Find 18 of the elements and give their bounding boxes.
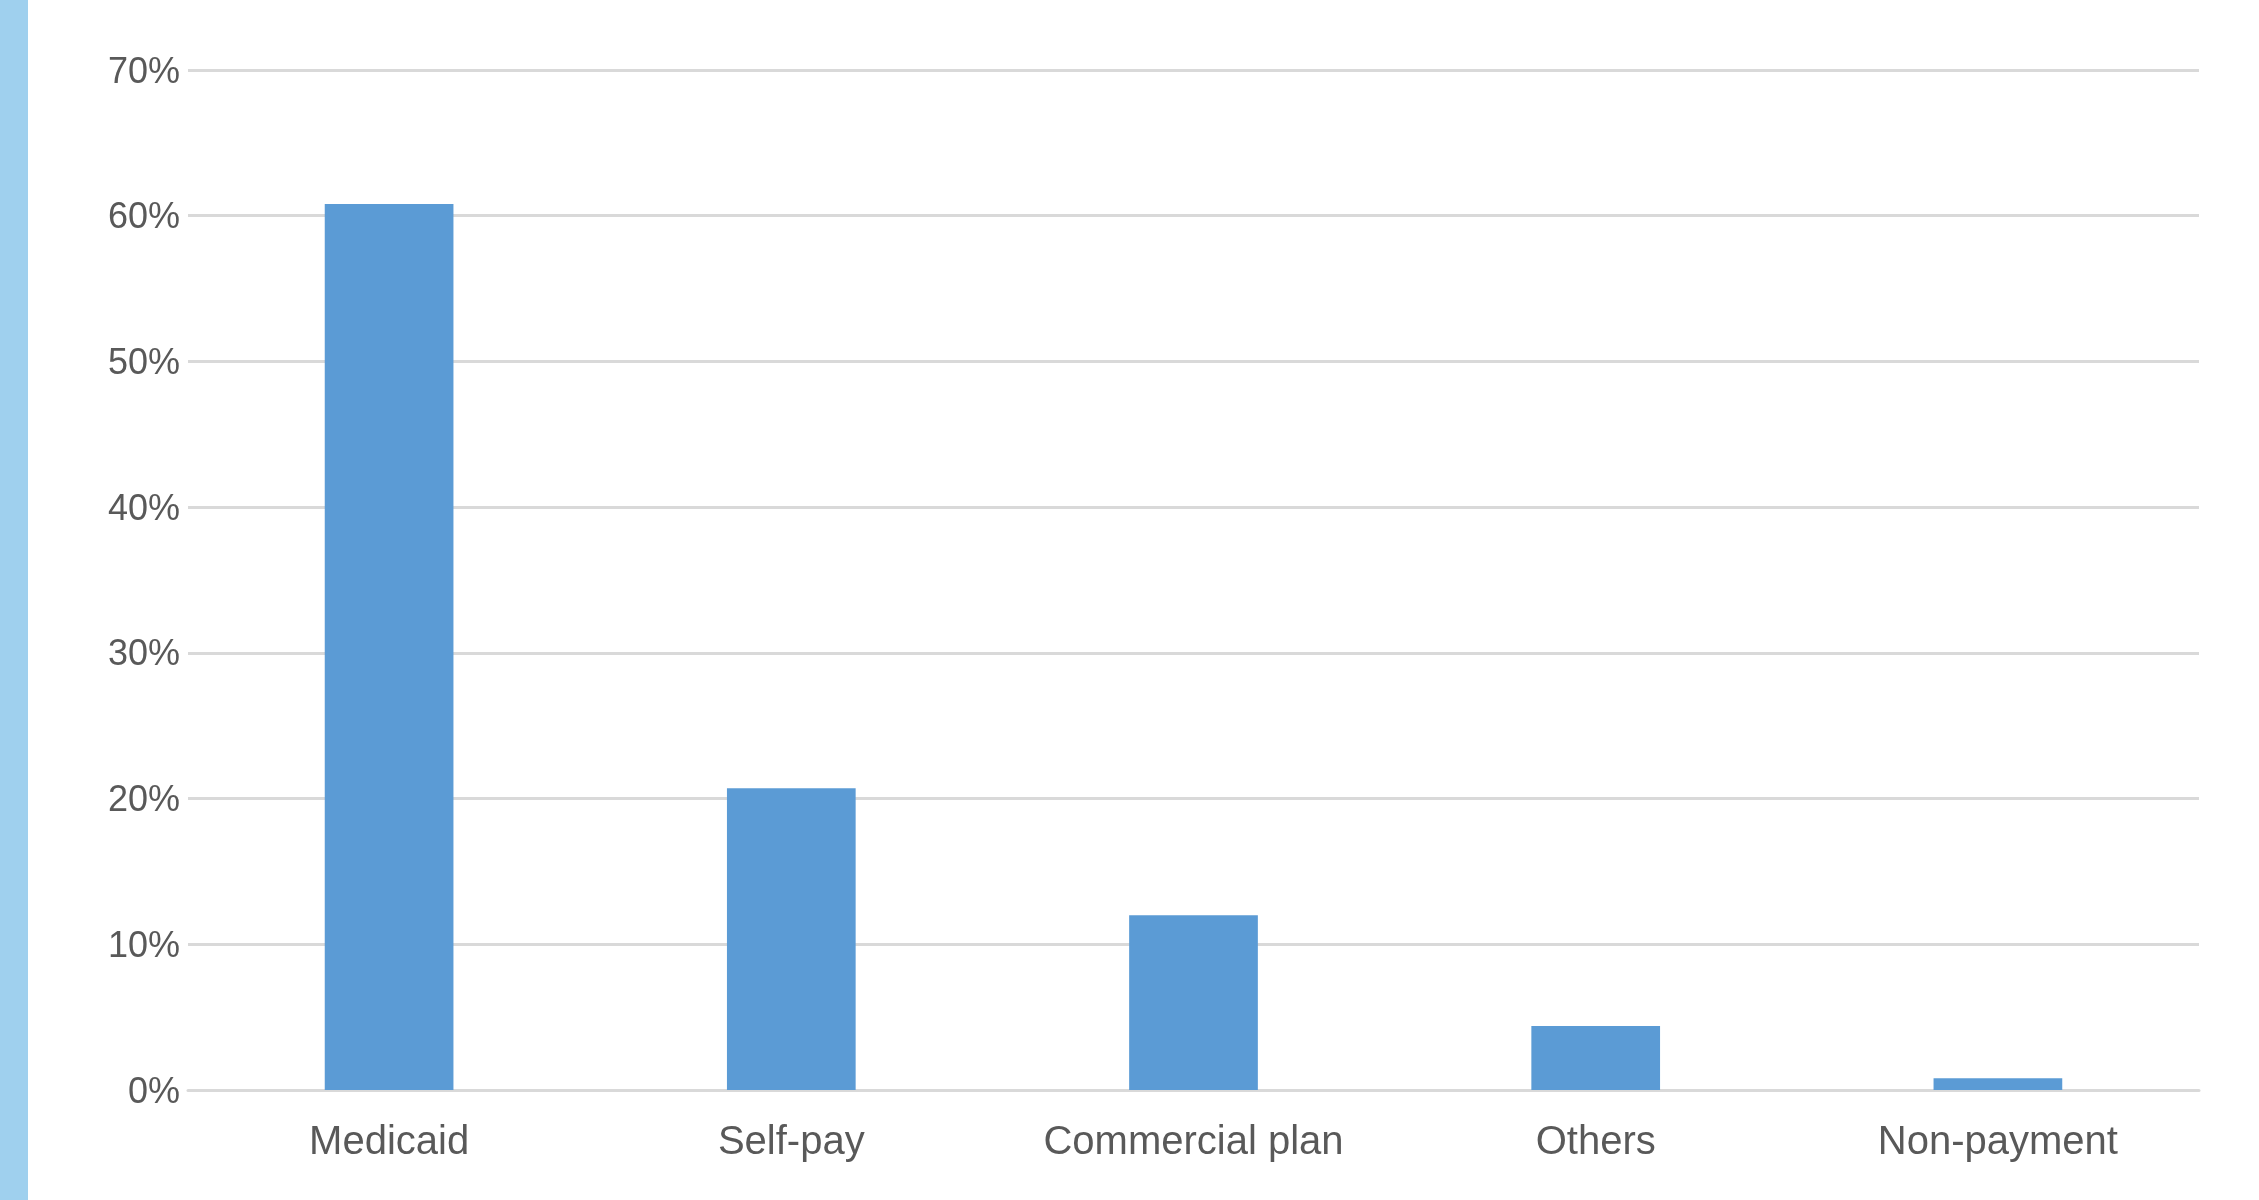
y-tick-label: 70% xyxy=(107,49,180,91)
x-tick-label: Medicaid xyxy=(309,1118,470,1162)
y-tick-label: 0% xyxy=(127,1069,180,1111)
x-tick-label: Self-pay xyxy=(717,1118,865,1162)
bar xyxy=(324,204,454,1090)
y-tick-label: 60% xyxy=(107,195,180,237)
y-tick-label: 20% xyxy=(107,778,180,820)
bar xyxy=(1531,1025,1661,1090)
x-tick-label: Commercial plan xyxy=(1043,1118,1344,1162)
y-tick-label: 40% xyxy=(107,486,180,528)
bar xyxy=(1129,915,1258,1090)
y-tick-label: 10% xyxy=(107,923,180,965)
bar xyxy=(726,788,856,1090)
y-tick-label: 30% xyxy=(107,632,180,674)
x-tick-label: Others xyxy=(1535,1118,1656,1162)
x-tick-label: Non-payment xyxy=(1877,1118,2118,1162)
y-tick-label: 50% xyxy=(107,340,180,382)
bar xyxy=(1933,1078,2063,1090)
